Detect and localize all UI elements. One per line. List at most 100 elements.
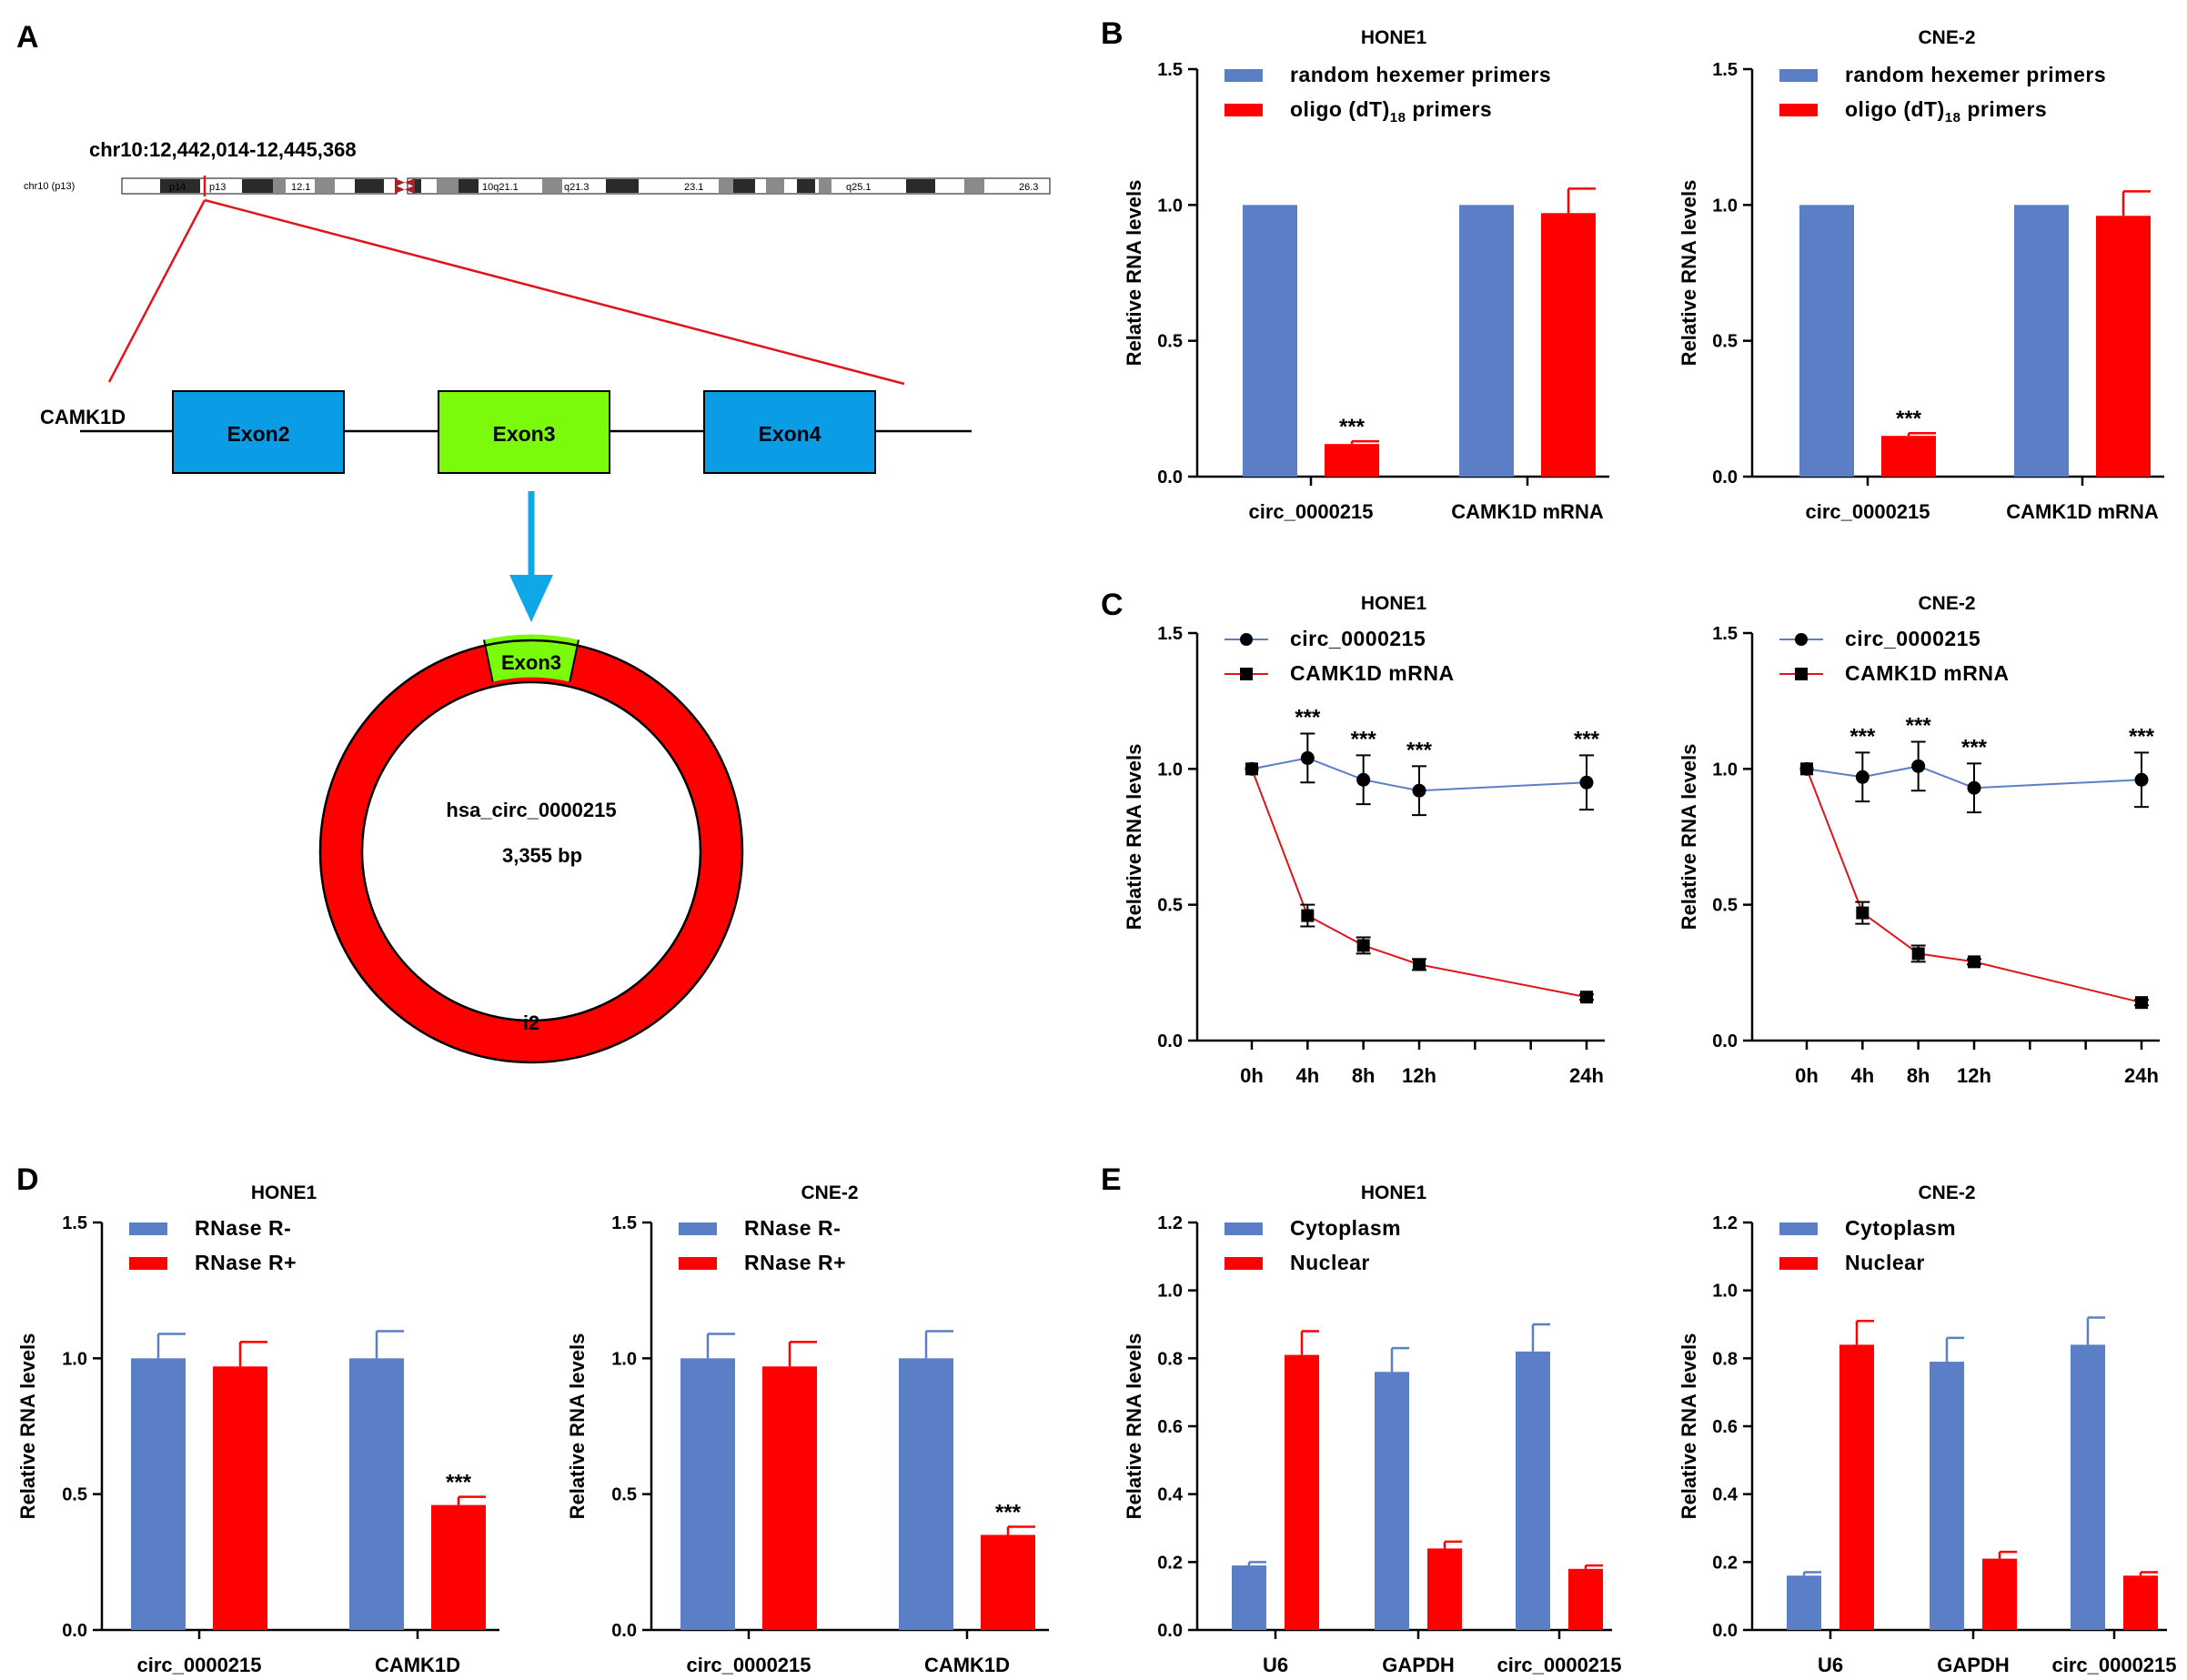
- x-tick-label: U6: [1263, 1654, 1288, 1676]
- bar: [213, 1366, 267, 1630]
- circrna-ring: Exon3 i2 hsa_circ_0000215 3,355 bp: [318, 634, 744, 1064]
- x-tick-label: 24h: [1569, 1064, 1604, 1087]
- y-axis-label: Relative RNA levels: [1123, 744, 1145, 931]
- bar: [2071, 1344, 2105, 1630]
- exon2-box: [172, 390, 345, 474]
- exon2-label: Exon2: [227, 422, 289, 446]
- y-tick-label: 0.0: [62, 1621, 87, 1641]
- chrom-band: [733, 179, 755, 193]
- bar: [981, 1534, 1035, 1630]
- x-tick-label: 8h: [1907, 1064, 1930, 1087]
- circrna-exon3-label: Exon3: [501, 651, 561, 674]
- exon3-label: Exon3: [492, 422, 555, 446]
- y-tick-label: 1.0: [1157, 1282, 1183, 1302]
- x-tick-label: GAPDH: [1937, 1654, 2009, 1676]
- legend-marker: [1795, 668, 1808, 680]
- zoom-line-right: [204, 198, 905, 386]
- y-tick-label: 0.2: [1712, 1553, 1738, 1573]
- exon3-boundary: [569, 639, 580, 682]
- chrom-band: [242, 179, 275, 193]
- y-tick-label: 1.0: [1712, 760, 1738, 780]
- x-tick-label: GAPDH: [1382, 1654, 1454, 1676]
- significance-label: ***: [1574, 727, 1600, 751]
- circrna-ring-outline-inner: [360, 680, 702, 1022]
- y-tick-label: 0.4: [1712, 1485, 1739, 1505]
- legend-swatch: [1225, 1222, 1263, 1235]
- band-label: q25.1: [846, 182, 872, 193]
- y-tick-label: 1.0: [1157, 760, 1183, 780]
- chrom-band: [766, 179, 784, 193]
- legend-label: random hexemer primers: [1290, 63, 1551, 86]
- bar: [1427, 1548, 1462, 1630]
- legend-label: CAMK1D mRNA: [1290, 661, 1455, 685]
- x-tick-label: 8h: [1352, 1064, 1376, 1087]
- data-point: [1300, 750, 1315, 765]
- bar: [1232, 1565, 1266, 1630]
- bar: [431, 1504, 486, 1630]
- y-tick-label: 0.0: [1712, 1621, 1738, 1641]
- y-tick-label: 1.5: [1712, 60, 1738, 80]
- legend-label: circ_0000215: [1845, 627, 1980, 650]
- legend-swatch: [679, 1257, 717, 1270]
- legend-swatch: [1225, 69, 1263, 82]
- chart-title: CNE-2: [1918, 593, 1975, 614]
- chrom-band: [315, 179, 335, 193]
- legend-swatch: [1779, 1257, 1818, 1270]
- legend-label: CAMK1D mRNA: [1845, 661, 2010, 685]
- y-tick-label: 0.0: [1712, 1031, 1738, 1051]
- chrom-band: [414, 179, 421, 193]
- x-tick-label: circ_0000215: [1497, 1654, 1621, 1676]
- y-tick-label: 0.0: [1157, 1031, 1183, 1051]
- legend-swatch: [1779, 1222, 1818, 1235]
- band-label: q21.3: [564, 182, 590, 193]
- chrom-band: [160, 179, 200, 193]
- chrom-band: [964, 179, 984, 193]
- panel-letter-e: E: [1101, 1162, 1122, 1197]
- chart-title: CNE-2: [801, 1182, 858, 1203]
- x-tick-label: circ_0000215: [1805, 500, 1930, 523]
- legend-swatch: [1779, 104, 1818, 116]
- chart-title: HONE1: [1361, 27, 1427, 48]
- data-point: [1245, 762, 1258, 776]
- bar: [762, 1366, 817, 1630]
- y-axis-label: Relative RNA levels: [1123, 180, 1145, 367]
- band-label: 10q21.1: [482, 182, 519, 193]
- x-tick-label: 12h: [1957, 1064, 1991, 1087]
- bar: [1325, 444, 1379, 477]
- x-tick-label: U6: [1818, 1654, 1843, 1676]
- circrna-size: 3,355 bp: [502, 844, 582, 867]
- bar: [1982, 1558, 2017, 1630]
- y-tick-label: 0.5: [1157, 896, 1183, 916]
- bar: [1541, 213, 1596, 477]
- legend-label: RNase R-: [195, 1216, 291, 1240]
- circrna-ring-outline-outer: [318, 639, 744, 1064]
- legend-swatch: [1225, 1257, 1263, 1270]
- bar: [1243, 205, 1297, 478]
- y-axis-label: Relative RNA levels: [1678, 1333, 1700, 1520]
- exon3-boundary: [483, 639, 494, 682]
- legend-label: RNase R+: [744, 1251, 846, 1274]
- y-tick-label: 1.5: [1157, 60, 1183, 80]
- band-label: 23.1: [684, 182, 703, 193]
- chrom-band: [355, 179, 384, 193]
- legend-label: RNase R-: [744, 1216, 841, 1240]
- data-point: [1911, 947, 1925, 961]
- chart-title: CNE-2: [1918, 1182, 1975, 1203]
- data-point: [1856, 906, 1870, 920]
- legend-swatch: [1779, 69, 1818, 82]
- legend-label: oligo (dT)18 primers: [1845, 97, 2047, 126]
- chrom-band: [719, 179, 735, 193]
- y-tick-label: 1.2: [1157, 1213, 1183, 1233]
- legend-marker: [1240, 633, 1253, 646]
- legend-label: Cytoplasm: [1845, 1216, 1956, 1240]
- y-tick-label: 0.5: [1712, 896, 1738, 916]
- data-point: [2135, 996, 2148, 1010]
- y-tick-label: 1.0: [1157, 196, 1183, 216]
- centromere-icon: [395, 178, 415, 194]
- x-tick-label: 24h: [2124, 1064, 2159, 1087]
- y-tick-label: 0.8: [1157, 1349, 1183, 1369]
- data-point: [2134, 772, 2149, 787]
- y-axis-label: Relative RNA levels: [1123, 1333, 1145, 1520]
- y-axis-label: Relative RNA levels: [1678, 180, 1700, 367]
- zoom-line-left: [107, 199, 207, 383]
